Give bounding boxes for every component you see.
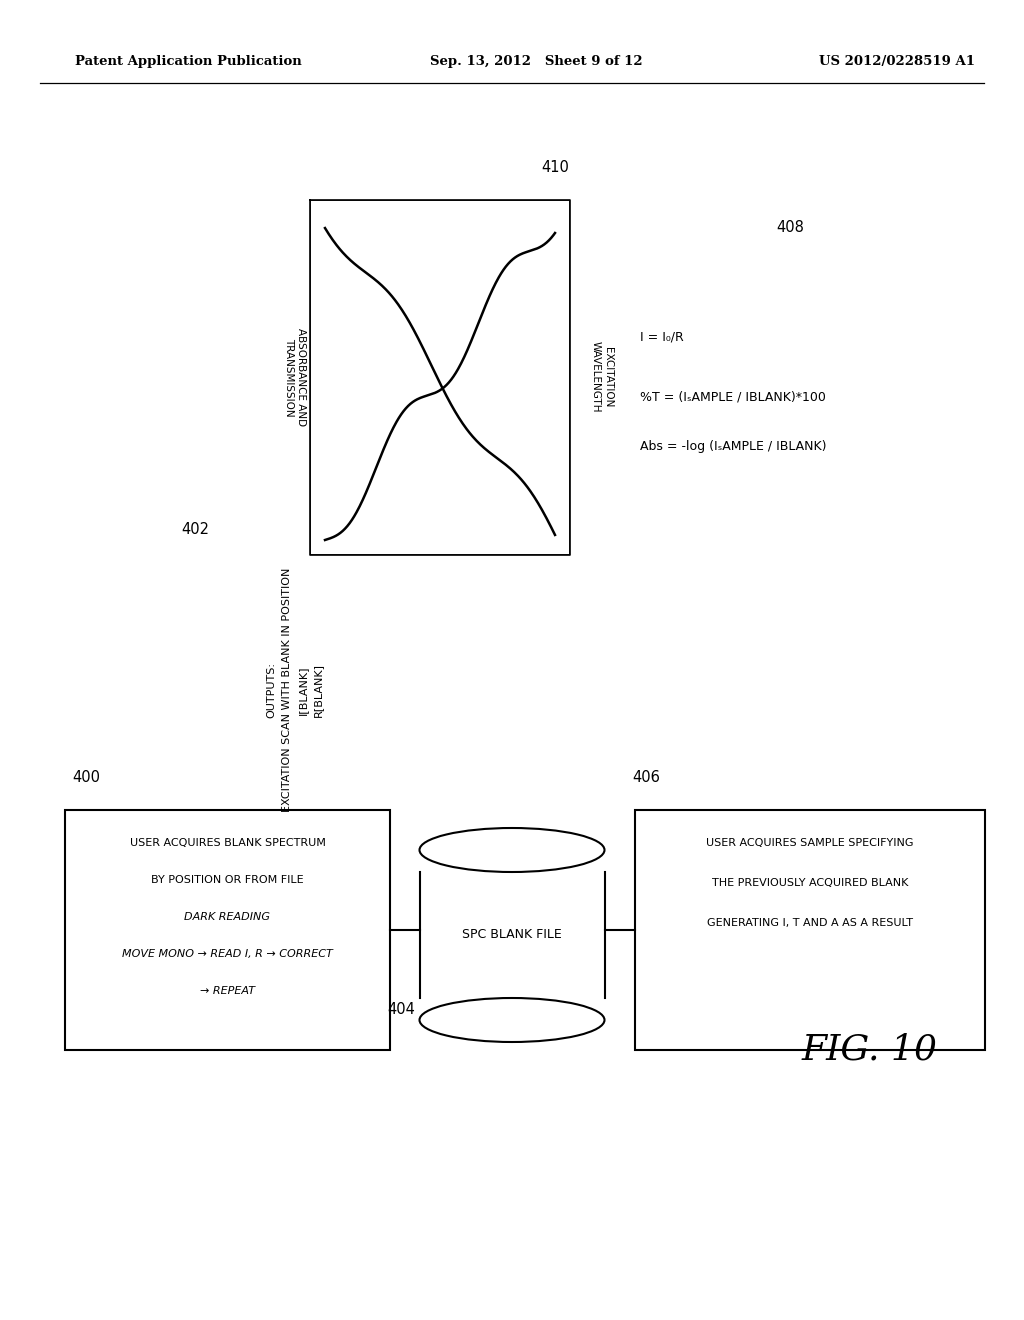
Text: THE PREVIOUSLY ACQUIRED BLANK: THE PREVIOUSLY ACQUIRED BLANK	[712, 878, 908, 888]
Text: 400: 400	[72, 771, 100, 785]
Text: OUTPUTS:
EXCITATION SCAN WITH BLANK IN POSITION
I[BLANK]
R[BLANK]: OUTPUTS: EXCITATION SCAN WITH BLANK IN P…	[266, 568, 324, 812]
Text: Sep. 13, 2012   Sheet 9 of 12: Sep. 13, 2012 Sheet 9 of 12	[430, 55, 643, 69]
Text: Abs = -log (IₛAMPLE / IBLANK): Abs = -log (IₛAMPLE / IBLANK)	[640, 440, 826, 453]
Ellipse shape	[420, 828, 604, 873]
Text: 402: 402	[181, 523, 209, 537]
Bar	[570, 0, 1024, 1320]
Text: 410: 410	[541, 161, 569, 176]
Text: OUTPUTS:
EXCITATION SCAN WITH BLANK IN POSITION
I[BLANK]
R[BLANK]: OUTPUTS: EXCITATION SCAN WITH BLANK IN P…	[266, 568, 324, 812]
Text: 406: 406	[632, 771, 660, 785]
Text: ABSORBANCE AND
TRANSMISSION: ABSORBANCE AND TRANSMISSION	[284, 327, 306, 426]
Text: EXCITATION
WAVELENGTH: EXCITATION WAVELENGTH	[591, 342, 613, 413]
Text: USER ACQUIRES BLANK SPECTRUM: USER ACQUIRES BLANK SPECTRUM	[130, 838, 326, 847]
Text: MOVE MONO → READ I, R → CORRECT: MOVE MONO → READ I, R → CORRECT	[122, 949, 333, 960]
Text: → REPEAT: → REPEAT	[200, 986, 255, 997]
Text: 402: 402	[181, 523, 209, 537]
Text: Patent Application Publication: Patent Application Publication	[75, 55, 302, 69]
FancyBboxPatch shape	[65, 810, 390, 1049]
Bar	[420, 850, 605, 1020]
Text: DARK READING: DARK READING	[184, 912, 270, 921]
Text: %T = (IₛAMPLE / IBLANK)*100: %T = (IₛAMPLE / IBLANK)*100	[640, 389, 826, 403]
Text: GENERATING I, T AND A AS A RESULT: GENERATING I, T AND A AS A RESULT	[707, 917, 913, 928]
Text: SPC BLANK FILE: SPC BLANK FILE	[462, 928, 562, 941]
Text: 404: 404	[387, 1002, 415, 1018]
Text: BY POSITION OR FROM FILE: BY POSITION OR FROM FILE	[152, 875, 304, 884]
Text: → REPEAT: → REPEAT	[200, 986, 255, 997]
Bar	[0, 0, 1024, 201]
Text: 408: 408	[776, 220, 804, 235]
Text: FIG. 10: FIG. 10	[802, 1034, 938, 1067]
Text: USER ACQUIRES BLANK SPECTRUM: USER ACQUIRES BLANK SPECTRUM	[130, 838, 326, 847]
Ellipse shape	[420, 828, 604, 873]
Text: ABSORBANCE AND
TRANSMISSION: ABSORBANCE AND TRANSMISSION	[284, 327, 306, 426]
FancyBboxPatch shape	[635, 810, 985, 1049]
Ellipse shape	[420, 828, 604, 873]
Text: GENERATING I, T AND A AS A RESULT: GENERATING I, T AND A AS A RESULT	[707, 917, 913, 928]
Text: Sep. 13, 2012   Sheet 9 of 12: Sep. 13, 2012 Sheet 9 of 12	[430, 55, 643, 69]
Ellipse shape	[420, 828, 604, 873]
Bar	[420, 850, 605, 1020]
Ellipse shape	[420, 998, 604, 1041]
Text: 404: 404	[387, 1002, 415, 1018]
FancyBboxPatch shape	[635, 810, 985, 1049]
Text: Patent Application Publication: Patent Application Publication	[75, 55, 302, 69]
Ellipse shape	[420, 998, 604, 1041]
Text: THE PREVIOUSLY ACQUIRED BLANK: THE PREVIOUSLY ACQUIRED BLANK	[712, 878, 908, 888]
Text: I = I₀/R⁣: I = I₀/R⁣	[640, 330, 684, 343]
Text: US 2012/0228519 A1: US 2012/0228519 A1	[819, 55, 975, 69]
Text: BY POSITION OR FROM FILE: BY POSITION OR FROM FILE	[152, 875, 304, 884]
Text: USER ACQUIRES SAMPLE SPECIFYING: USER ACQUIRES SAMPLE SPECIFYING	[707, 838, 913, 847]
FancyBboxPatch shape	[65, 810, 390, 1049]
Text: DARK READING: DARK READING	[184, 912, 270, 921]
Text: 406: 406	[632, 771, 660, 785]
Text: US 2012/0228519 A1: US 2012/0228519 A1	[819, 55, 975, 69]
Text: MOVE MONO → READ I, R → CORRECT: MOVE MONO → READ I, R → CORRECT	[122, 949, 333, 960]
Bar	[0, 0, 310, 1320]
Text: SPC BLANK FILE: SPC BLANK FILE	[462, 928, 562, 941]
Text: 400: 400	[72, 771, 100, 785]
Bar	[0, 554, 1024, 1320]
Text: USER ACQUIRES SAMPLE SPECIFYING: USER ACQUIRES SAMPLE SPECIFYING	[707, 838, 913, 847]
Text: EXCITATION
WAVELENGTH: EXCITATION WAVELENGTH	[589, 342, 611, 413]
